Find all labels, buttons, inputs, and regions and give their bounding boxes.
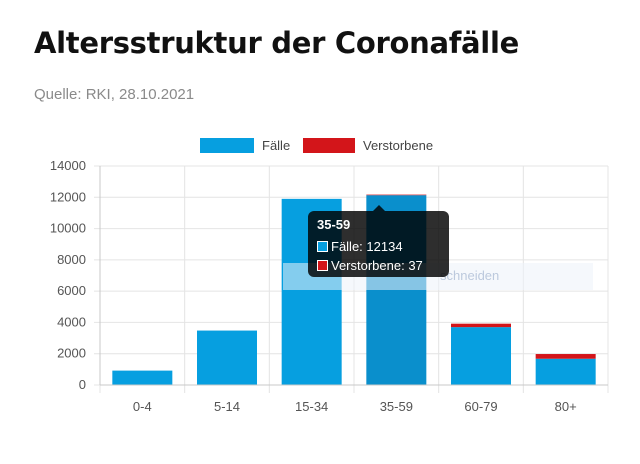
x-tick-label: 0-4	[133, 399, 152, 414]
tooltip-title: 35-59	[317, 217, 351, 232]
tooltip-deaths-label: Verstorbene: 37	[331, 258, 423, 273]
y-tick-label: 6000	[57, 283, 86, 298]
background-overlay-text: schneiden	[440, 268, 500, 283]
bar-deaths	[535, 354, 596, 359]
x-tick-label: 5-14	[214, 399, 240, 414]
bar-cases	[197, 330, 257, 385]
bar-cases	[535, 358, 596, 385]
bar-cases	[112, 370, 173, 385]
y-tick-label: 4000	[57, 314, 86, 329]
tooltip-arrow	[373, 205, 385, 211]
bar-deaths	[366, 194, 427, 196]
tooltip-row-cases: Fälle: 12134	[317, 239, 403, 254]
legend-swatch	[200, 138, 254, 153]
bar-cases	[451, 327, 511, 385]
tooltip-row-deaths: Verstorbene: 37	[317, 258, 423, 273]
y-tick-label: 12000	[50, 189, 86, 204]
tooltip-deaths-swatch	[317, 260, 328, 271]
y-tick-label: 10000	[50, 221, 86, 236]
y-tick-label: 14000	[50, 158, 86, 173]
tooltip-cases-label: Fälle: 12134	[331, 239, 403, 254]
chart-title: Altersstruktur der Coronafälle	[34, 26, 519, 60]
y-tick-label: 0	[79, 377, 86, 392]
y-tick-label: 8000	[57, 252, 86, 267]
x-tick-label: 60-79	[464, 399, 497, 414]
legend-swatch	[303, 138, 355, 153]
source-note: Quelle: RKI, 28.10.2021	[34, 86, 195, 103]
x-tick-label: 80+	[555, 399, 577, 414]
bar-deaths	[451, 323, 511, 328]
x-tick-label: 35-59	[380, 399, 413, 414]
legend-label: Fälle	[262, 138, 290, 153]
tooltip-cases-swatch	[317, 241, 328, 252]
x-tick-label: 15-34	[295, 399, 328, 414]
chart-tooltip: 35-59 Fälle: 12134 Verstorbene: 37	[308, 205, 449, 277]
y-tick-label: 2000	[57, 346, 86, 361]
legend-label: Verstorbene	[363, 138, 433, 153]
